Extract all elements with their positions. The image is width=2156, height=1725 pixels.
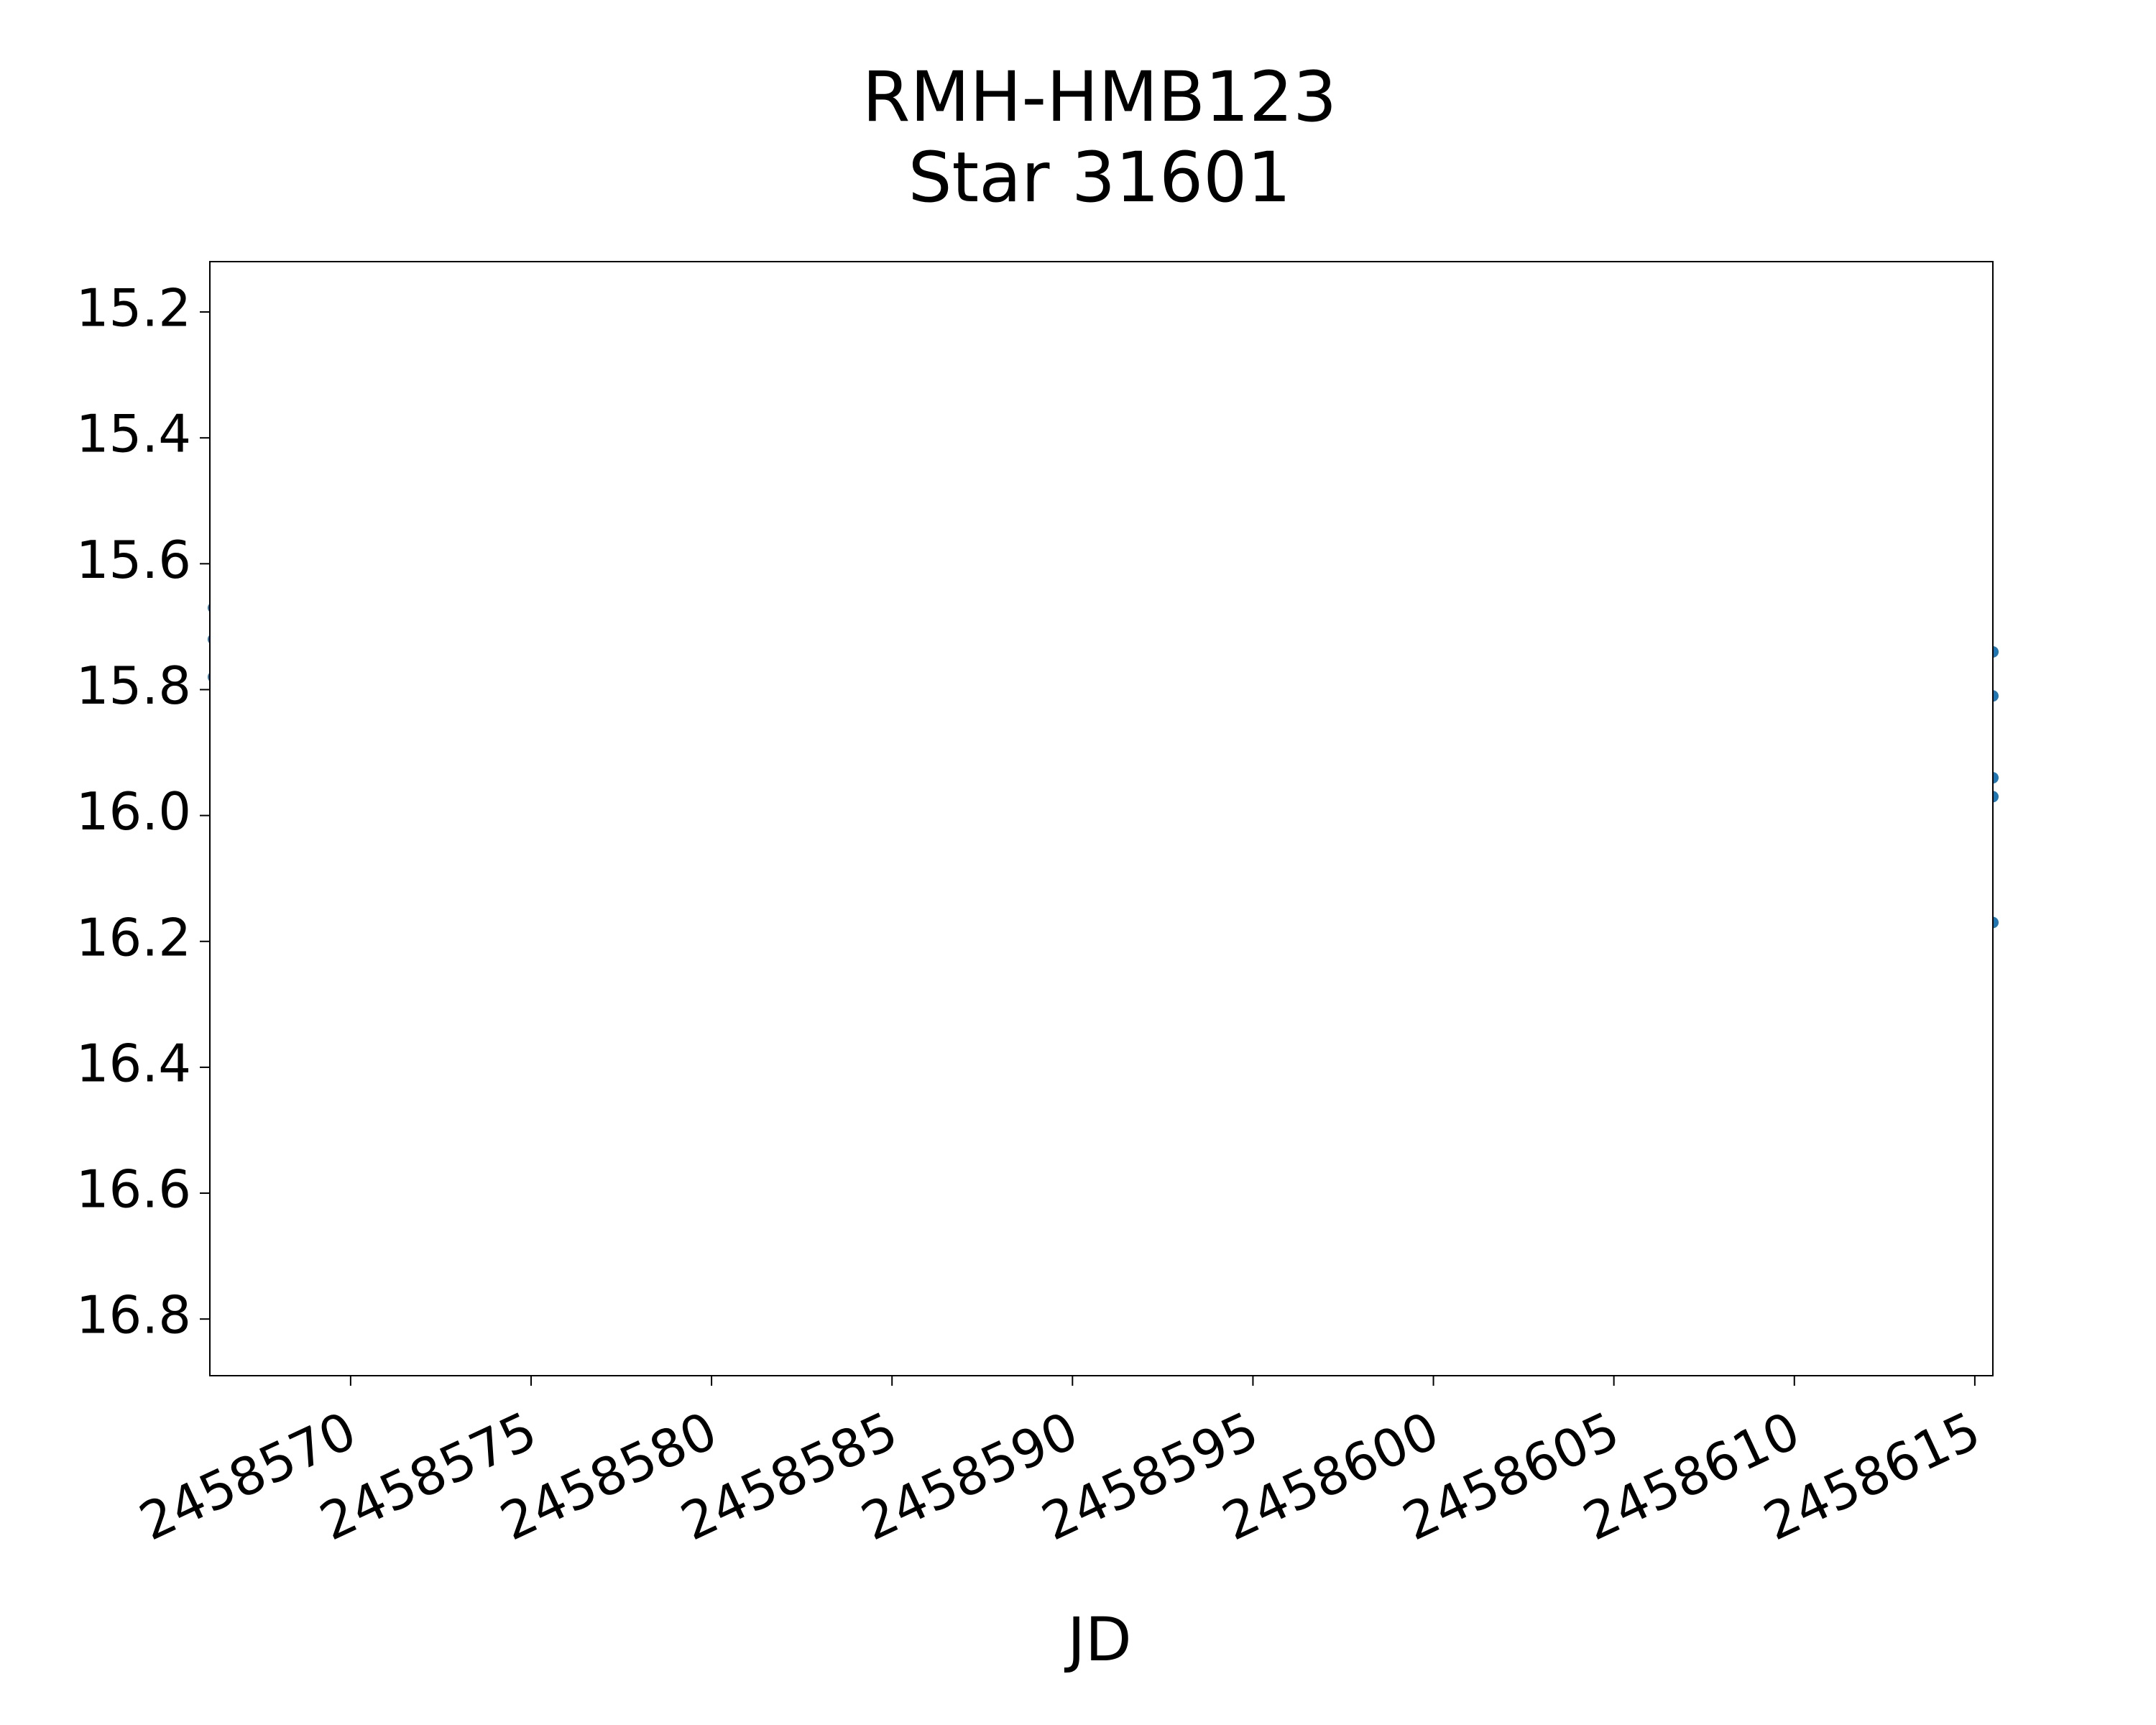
y-tick-label-0: 15.2 [76, 278, 191, 339]
y-tick-label-6: 16.4 [76, 1033, 191, 1093]
plot-border [209, 261, 1994, 1376]
y-tick-label-2: 15.6 [76, 530, 191, 590]
y-tick-label-4: 16.0 [76, 781, 191, 842]
x-axis: 2458570245857524585802458585245859024585… [131, 1376, 1989, 1552]
chart-title: RMH-HMB123 [862, 57, 1337, 137]
x-axis-label: JD [1064, 1604, 1131, 1675]
y-tick-label-5: 16.2 [76, 907, 191, 967]
y-axis: 15.2 15.4 15.6 15.8 16.0 16.2 16.4 16.6 16.8 [76, 278, 210, 1346]
y-tick-label-1: 15.4 [76, 404, 191, 464]
y-tick-label-7: 16.6 [76, 1159, 191, 1220]
chart-subtitle: Star 31601 [908, 137, 1291, 218]
y-tick-label-8: 16.8 [76, 1285, 191, 1346]
y-tick-label-3: 15.8 [76, 656, 191, 716]
